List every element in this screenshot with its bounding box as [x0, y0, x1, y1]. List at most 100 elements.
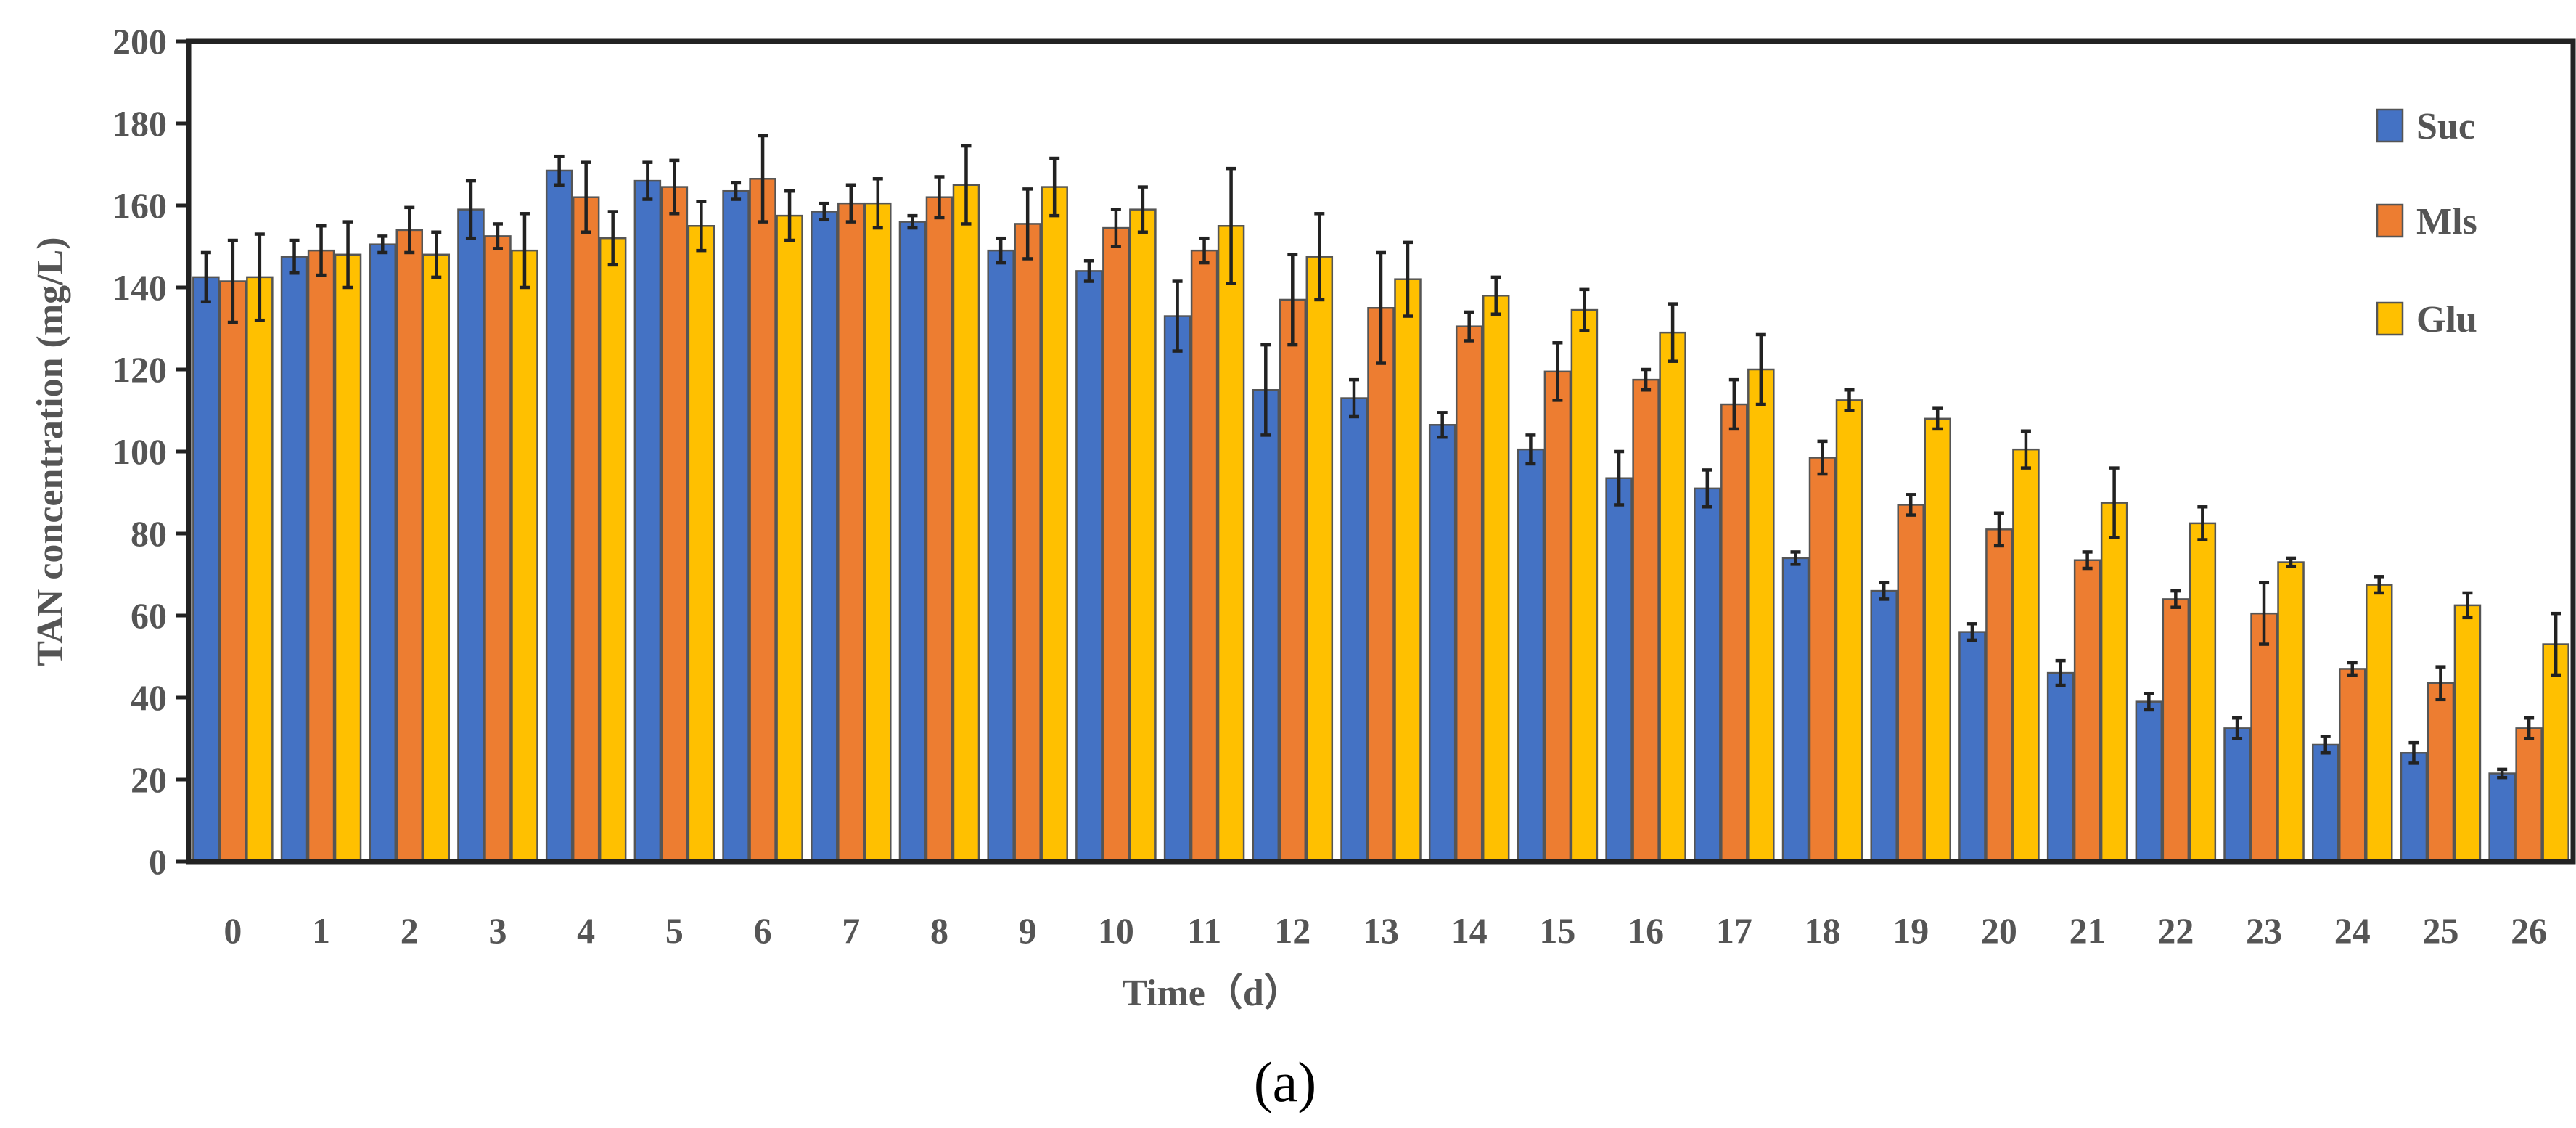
error-bar-glu-15	[1579, 287, 1590, 332]
legend-label-glu: Glu	[2416, 299, 2477, 340]
x-tick-label: 21	[2070, 910, 2106, 951]
error-bar-glu-23	[2286, 556, 2297, 568]
legend-label-suc: Suc	[2416, 106, 2475, 147]
error-bar-glu-13	[1403, 240, 1413, 318]
error-bar-mls-1	[316, 224, 327, 277]
bar-glu-10	[1129, 208, 1157, 863]
error-bar-suc-3	[465, 179, 476, 240]
error-bar-suc-20	[1966, 622, 1977, 642]
bar-suc-10	[1075, 270, 1103, 863]
bar-suc-2	[369, 243, 397, 863]
bar-suc-18	[1781, 557, 1810, 863]
y-tick-label: 160	[112, 185, 167, 226]
error-bar-mls-4	[581, 160, 591, 234]
error-bar-mls-8	[934, 175, 945, 220]
error-bar-suc-14	[1437, 411, 1448, 439]
error-bar-mls-10	[1110, 208, 1121, 248]
error-bar-mls-18	[1817, 439, 1828, 476]
bar-suc-21	[2046, 671, 2075, 863]
error-bar-glu-17	[1755, 332, 1766, 406]
y-tick-label: 60	[131, 595, 167, 636]
bar-mls-11	[1190, 249, 1218, 863]
bar-suc-12	[1252, 389, 1280, 863]
error-bar-suc-4	[554, 154, 565, 187]
bar-glu-18	[1835, 399, 1863, 863]
error-bar-glu-25	[2462, 591, 2473, 620]
bar-mls-8	[925, 196, 953, 863]
bar-mls-13	[1367, 307, 1395, 863]
error-bar-suc-24	[2320, 735, 2331, 755]
x-tick-label: 19	[1892, 910, 1929, 951]
bar-mls-5	[660, 186, 689, 863]
figure-caption: (a)	[1254, 1050, 1317, 1113]
legend-swatch-suc	[2376, 108, 2404, 143]
y-tick-label: 140	[112, 267, 167, 308]
error-bar-mls-22	[2170, 589, 2181, 609]
error-bar-suc-11	[1172, 279, 1183, 353]
error-bar-suc-8	[907, 213, 918, 230]
bar-suc-13	[1340, 397, 1368, 863]
error-bar-glu-8	[961, 144, 972, 226]
bar-suc-4	[545, 169, 573, 863]
error-bar-mls-13	[1376, 250, 1386, 365]
bar-mls-24	[2338, 668, 2366, 863]
x-tick-label: 8	[930, 910, 948, 951]
bar-glu-24	[2365, 584, 2393, 863]
legend-swatch-glu	[2376, 301, 2404, 336]
bars-layer	[192, 169, 2569, 863]
error-bar-glu-14	[1490, 275, 1501, 316]
error-bar-suc-15	[1525, 433, 1536, 466]
x-tick-label: 7	[842, 910, 860, 951]
bar-glu-22	[2189, 522, 2217, 863]
error-bar-mls-19	[1906, 493, 1916, 517]
x-tick-label: 20	[1981, 910, 2017, 951]
bar-suc-8	[898, 221, 927, 863]
bar-glu-13	[1394, 278, 1422, 863]
error-bar-glu-5	[696, 200, 707, 253]
bar-suc-17	[1694, 487, 1721, 863]
x-tick-label: 1	[312, 910, 330, 951]
y-tick-label: 0	[149, 841, 167, 882]
bar-suc-19	[1870, 589, 1898, 863]
error-bar-suc-10	[1083, 259, 1094, 283]
bar-mls-23	[2250, 612, 2278, 863]
error-bar-mls-16	[1641, 367, 1652, 392]
error-bar-glu-24	[2374, 575, 2384, 595]
error-bar-mls-12	[1287, 253, 1298, 347]
bar-glu-0	[246, 276, 274, 863]
error-bar-suc-0	[200, 250, 211, 304]
bar-glu-7	[864, 202, 892, 863]
error-bar-mls-21	[2082, 550, 2093, 571]
bar-mls-1	[307, 249, 335, 863]
bar-glu-15	[1570, 308, 1599, 863]
bar-glu-21	[2100, 502, 2128, 863]
error-bar-glu-0	[254, 232, 265, 322]
error-bar-glu-19	[1932, 406, 1943, 431]
error-bar-mls-15	[1552, 341, 1563, 402]
error-bar-suc-21	[2055, 658, 2066, 687]
x-tick-label: 0	[223, 910, 242, 951]
error-bar-mls-17	[1728, 377, 1739, 431]
bar-mls-19	[1897, 504, 1924, 863]
legend-label-mls: Mls	[2416, 201, 2477, 242]
x-tick-label: 26	[2511, 910, 2547, 951]
bar-glu-26	[2542, 643, 2569, 863]
x-axis-title: Time（d）	[1122, 972, 1302, 1014]
error-bar-glu-2	[431, 230, 442, 279]
bar-mls-16	[1632, 378, 1660, 863]
error-bar-mls-5	[669, 158, 680, 216]
bar-suc-16	[1605, 477, 1633, 863]
error-bar-suc-18	[1790, 550, 1801, 566]
bar-suc-11	[1163, 315, 1191, 863]
bar-glu-12	[1305, 256, 1334, 863]
x-tick-label: 22	[2157, 910, 2194, 951]
bar-glu-2	[422, 253, 451, 863]
bar-mls-2	[395, 229, 424, 863]
bar-mls-26	[2515, 727, 2543, 863]
bar-mls-17	[1720, 403, 1748, 863]
error-bar-glu-9	[1049, 156, 1060, 218]
error-bar-suc-19	[1879, 581, 1890, 601]
bar-glu-6	[776, 214, 803, 863]
x-tick-label: 18	[1805, 910, 1841, 951]
